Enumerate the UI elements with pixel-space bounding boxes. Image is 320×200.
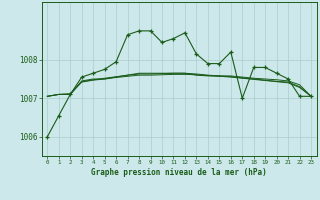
X-axis label: Graphe pression niveau de la mer (hPa): Graphe pression niveau de la mer (hPa) xyxy=(91,168,267,177)
